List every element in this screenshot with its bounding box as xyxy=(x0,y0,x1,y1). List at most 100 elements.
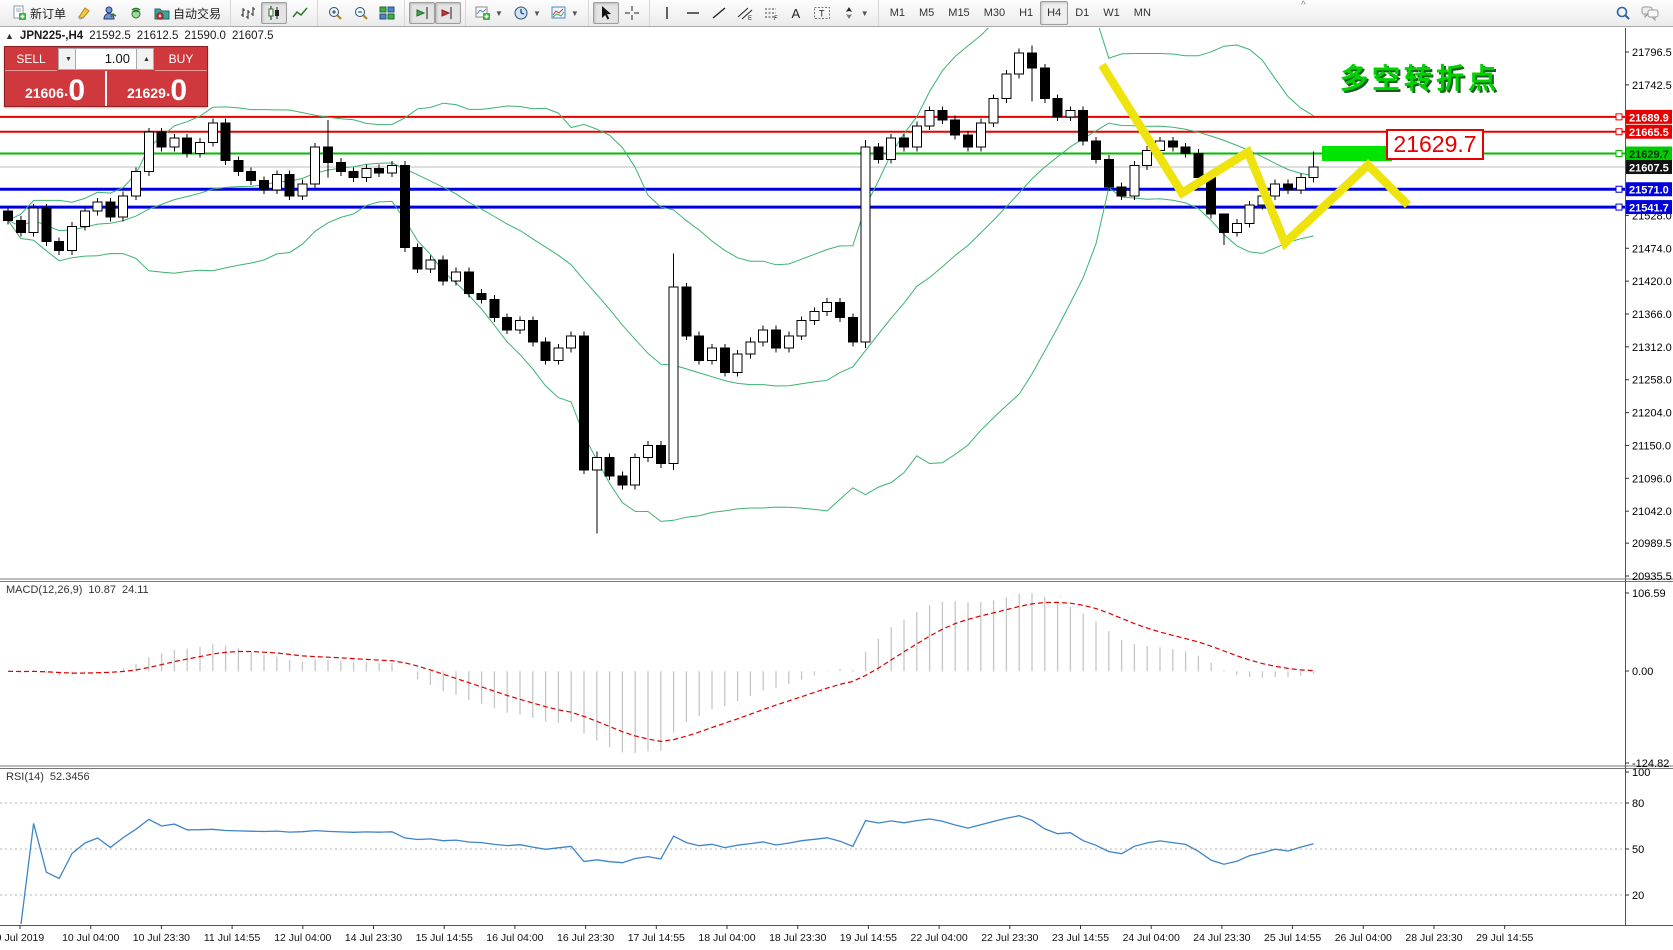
line-handle xyxy=(1615,185,1623,193)
svg-text:17 Jul 14:55: 17 Jul 14:55 xyxy=(628,932,685,944)
timeframe-h4[interactable]: H4 xyxy=(1040,1,1069,25)
toolbar: 新订单 自动交易 xyxy=(0,0,1673,27)
zoom-in-icon xyxy=(329,7,342,20)
macd-panel xyxy=(7,593,1315,753)
svg-text:T: T xyxy=(819,9,825,19)
svg-text:21366.0: 21366.0 xyxy=(1632,309,1672,321)
svg-text:24 Jul 04:00: 24 Jul 04:00 xyxy=(1123,932,1180,944)
macd-axis: 106.59 0.00 -124.82 xyxy=(1625,588,1669,770)
ohlc-low: 21590.0 xyxy=(184,30,226,42)
price-level-chips: 21689.9 21665.5 21629.7 21607.5 21571.0 21541… xyxy=(1615,109,1672,215)
vertical-line-tool[interactable] xyxy=(654,2,680,24)
svg-text:21042.0: 21042.0 xyxy=(1632,506,1672,518)
text-label-tool[interactable]: T xyxy=(808,2,836,24)
toolbar-collapse-chevron[interactable]: ^ xyxy=(1301,0,1306,11)
sell-button[interactable]: SELL xyxy=(5,47,57,71)
rsi-levels xyxy=(0,802,1625,896)
buy-button[interactable]: BUY xyxy=(155,47,207,71)
svg-text:15 Jul 14:55: 15 Jul 14:55 xyxy=(416,932,473,944)
svg-text:12 Jul 04:00: 12 Jul 04:00 xyxy=(274,932,331,944)
new-order-button[interactable]: 新订单 xyxy=(6,2,71,24)
svg-text:14 Jul 23:30: 14 Jul 23:30 xyxy=(345,932,402,944)
svg-text:21796.5: 21796.5 xyxy=(1632,47,1672,59)
svg-text:20: 20 xyxy=(1632,890,1644,902)
timeframe-d1[interactable]: D1 xyxy=(1075,7,1090,19)
search-icon[interactable] xyxy=(1615,5,1631,21)
line-handle xyxy=(1615,113,1623,121)
horizontal-line-tool[interactable] xyxy=(680,2,706,24)
timeframe-m15[interactable]: M15 xyxy=(948,7,970,19)
svg-text:26 Jul 04:00: 26 Jul 04:00 xyxy=(1335,932,1392,944)
svg-text:21571.0: 21571.0 xyxy=(1629,185,1669,197)
chart-shift-button[interactable] xyxy=(435,2,462,24)
svg-text:F: F xyxy=(774,16,778,21)
collapse-triangle-icon[interactable]: ▲ xyxy=(5,31,14,41)
price-callout-box[interactable]: 21629.7 xyxy=(1386,129,1484,160)
headline-annotation[interactable]: 多空转折点 xyxy=(1340,63,1501,94)
bollinger-bands xyxy=(7,28,1314,522)
arrows-caret-icon: ▼ xyxy=(860,8,869,18)
panel-frame xyxy=(0,28,1673,926)
buy-price[interactable]: 21629. 0 xyxy=(105,71,207,106)
indicators-button[interactable]: ▼ xyxy=(470,2,508,24)
buy-price-int: 21629 xyxy=(126,85,166,101)
timeframe-m5[interactable]: M5 xyxy=(919,7,935,19)
price-chip-21607.5 xyxy=(1626,160,1672,175)
trendline-tool[interactable] xyxy=(706,2,732,24)
templates-button[interactable]: ▼ xyxy=(546,2,584,24)
zoom-out-button[interactable] xyxy=(348,2,374,24)
signal-button[interactable] xyxy=(123,2,149,24)
timeframe-mn[interactable]: MN xyxy=(1133,7,1151,19)
cursor-button[interactable] xyxy=(592,2,619,24)
rsi-value: 52.3456 xyxy=(49,771,90,783)
periods-caret-icon: ▼ xyxy=(532,8,541,18)
timeframe-w1[interactable]: W1 xyxy=(1103,7,1120,19)
svg-text:18 Jul 04:00: 18 Jul 04:00 xyxy=(698,932,755,944)
svg-text:25 Jul 14:55: 25 Jul 14:55 xyxy=(1264,932,1321,944)
highlighter-button[interactable] xyxy=(71,2,97,24)
svg-text:9 Jul 2019: 9 Jul 2019 xyxy=(0,932,44,944)
svg-text:10 Jul 23:30: 10 Jul 23:30 xyxy=(133,932,190,944)
arrows-tool[interactable]: ▼ xyxy=(836,2,874,24)
sell-price[interactable]: 21606. 0 xyxy=(5,71,105,106)
equidistant-channel-tool[interactable]: E xyxy=(732,2,758,24)
macd-value: 10.87 xyxy=(88,584,116,596)
volume-up-button[interactable]: ▲ xyxy=(136,48,154,70)
chat-icon[interactable] xyxy=(1641,5,1659,21)
macd-signal-value: 24.11 xyxy=(121,584,149,596)
candlestick-chart-button[interactable] xyxy=(261,2,288,24)
bar-chart-button[interactable] xyxy=(235,2,261,24)
price-chip-21571.0 xyxy=(1626,182,1672,197)
volume-spinner: ▼ 1.00 ▲ xyxy=(57,47,155,71)
timeframe-m1[interactable]: M1 xyxy=(889,7,905,19)
zigzag-drawing[interactable] xyxy=(1098,62,1412,251)
highlight-rectangle[interactable] xyxy=(1322,146,1392,161)
chart-shift-icon xyxy=(441,7,452,19)
expert-advisor-button[interactable] xyxy=(97,2,123,24)
svg-text:18 Jul 23:30: 18 Jul 23:30 xyxy=(769,932,826,944)
tile-windows-button[interactable] xyxy=(374,2,400,24)
crosshair-button[interactable] xyxy=(619,2,645,24)
fibonacci-tool[interactable]: F xyxy=(758,2,784,24)
horizontal-line-objects[interactable] xyxy=(0,115,1625,209)
new-order-label: 新订单 xyxy=(30,6,67,21)
signal-icon xyxy=(131,7,141,19)
periods-button[interactable]: ▼ xyxy=(508,2,546,24)
auto-trading-button[interactable]: 自动交易 xyxy=(149,2,226,24)
equidistant-channel-icon: E xyxy=(737,7,753,21)
price-chip-21629.7 xyxy=(1626,146,1672,161)
auto-scroll-button[interactable] xyxy=(409,2,436,24)
timeframe-h1[interactable]: H1 xyxy=(1019,7,1034,19)
highlighter-icon xyxy=(78,7,90,20)
volume-value[interactable]: 1.00 xyxy=(76,48,136,70)
svg-text:0.00: 0.00 xyxy=(1632,666,1653,678)
text-tool[interactable]: A xyxy=(784,2,808,24)
zoom-in-button[interactable] xyxy=(322,2,348,24)
timeframe-m30[interactable]: M30 xyxy=(983,7,1006,19)
line-chart-icon xyxy=(292,7,308,18)
svg-text:21607.5: 21607.5 xyxy=(1629,163,1669,175)
line-chart-button[interactable] xyxy=(287,2,313,24)
volume-down-button[interactable]: ▼ xyxy=(58,48,76,70)
vertical-line-icon xyxy=(666,7,668,19)
